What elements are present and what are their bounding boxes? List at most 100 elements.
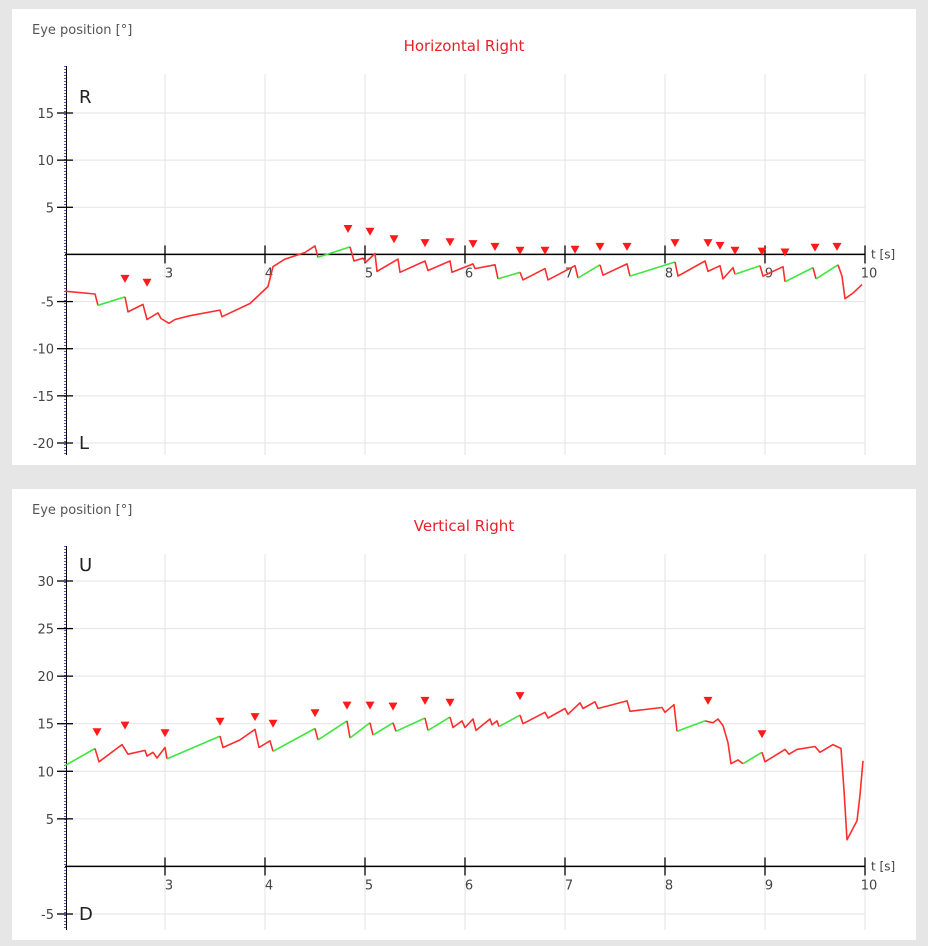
x-tick-label: 10	[861, 878, 878, 893]
pursuit-segment	[497, 271, 521, 280]
x-tick-label: 6	[465, 878, 473, 893]
saccade-marker	[250, 713, 260, 722]
fixation-segment	[64, 290, 99, 306]
saccade-marker	[780, 248, 790, 257]
saccade-marker	[215, 717, 225, 726]
pursuit-segment	[166, 735, 221, 760]
pursuit-segment	[395, 717, 426, 733]
x-tick-label: 4	[265, 266, 273, 281]
pursuit-segment	[784, 266, 814, 283]
fixation-segment	[124, 245, 319, 325]
fixation-segment	[346, 720, 351, 739]
saccade-marker	[160, 729, 170, 738]
x-tick-label: 7	[565, 266, 573, 281]
saccade-marker	[570, 245, 580, 254]
fixation-segment	[674, 260, 736, 280]
fixation-segment	[94, 743, 168, 763]
pursuit-segment	[349, 722, 371, 739]
saccade-marker	[389, 235, 399, 244]
y-tick-label: 10	[37, 765, 54, 780]
pursuit-segment	[734, 264, 761, 275]
y-tick-label: 20	[37, 670, 54, 685]
x-tick-label: 3	[165, 878, 173, 893]
saccade-marker	[388, 702, 398, 711]
saccade-marker	[142, 278, 152, 287]
x-tick-label: 3	[165, 266, 173, 281]
saccade-marker	[595, 242, 605, 251]
pursuit-segment	[97, 296, 126, 307]
pursuit-segment	[272, 727, 316, 753]
chart-title: Horizontal Right	[403, 37, 525, 55]
fixation-segment	[392, 722, 397, 732]
chart-title: Vertical Right	[413, 517, 515, 535]
horizontal-chart-panel: Eye position [°] Horizontal Right 15 10 5 -…	[12, 9, 916, 465]
saccade-marker	[622, 242, 632, 251]
y-tick-label: 30	[37, 575, 54, 590]
fixation-segment	[449, 716, 500, 732]
saccade-marker	[703, 696, 713, 705]
fixation-segment	[349, 246, 499, 280]
x-tick-label: 6	[465, 266, 473, 281]
x-tick-label: 5	[365, 266, 373, 281]
pursuit-segment	[317, 720, 348, 741]
pursuit-segment	[629, 261, 676, 277]
fixation-segment	[519, 264, 579, 281]
saccade-marker	[703, 239, 713, 248]
x-tick-label: 5	[365, 878, 373, 893]
saccade-marker	[757, 247, 767, 256]
x-tick-label: 4	[265, 878, 273, 893]
x-tick-label: 10	[861, 266, 878, 281]
top-direction-marker: U	[79, 555, 92, 576]
fixation-segment	[424, 717, 429, 731]
saccade-marker	[420, 696, 430, 705]
fixation-segment	[599, 263, 631, 277]
y-tick-label: -10	[33, 343, 54, 358]
x-axis-label: t [s]	[871, 859, 895, 873]
y-tick-label: 5	[46, 201, 54, 216]
y-axis-label: Eye position [°]	[32, 503, 133, 518]
y-tick-label: 5	[46, 813, 54, 828]
pursuit-segment	[815, 264, 839, 280]
fixation-segment	[369, 722, 374, 736]
saccade-marker	[490, 242, 500, 251]
saccade-marker	[365, 701, 375, 710]
saccade-marker	[92, 728, 102, 737]
saccade-marker	[730, 246, 740, 255]
saccade-marker	[342, 701, 352, 710]
saccade-marker	[670, 239, 680, 248]
y-tick-label: -15	[33, 390, 54, 405]
saccade-marker	[120, 721, 130, 730]
pursuit-segment	[427, 716, 451, 732]
vertical-chart-plot: 30 25 20 15 10 5 -5 3 4 5 6 7 8 9 10 t [s] U D	[37, 546, 895, 930]
y-tick-label: -5	[41, 296, 54, 311]
vertical-chart-panel: Eye position [°] Vertical Right 30 25 20 15…	[12, 489, 916, 940]
x-tick-label: 9	[765, 878, 773, 893]
saccade-marker	[515, 692, 525, 701]
y-tick-label: 10	[37, 154, 54, 169]
y-tick-label: 25	[37, 623, 54, 638]
pursuit-segment	[742, 751, 763, 765]
fixation-segment	[519, 700, 678, 732]
x-tick-label: 8	[665, 266, 673, 281]
fixation-segment	[704, 718, 744, 765]
fixation-segment	[219, 728, 274, 752]
x-axis-label: t [s]	[871, 247, 895, 261]
pursuit-segment	[577, 264, 601, 279]
x-tick-label: 8	[665, 878, 673, 893]
y-tick-label: -5	[41, 908, 54, 923]
bottom-direction-marker: L	[79, 433, 89, 454]
y-tick-label: 15	[37, 718, 54, 733]
fixation-segment	[837, 264, 863, 300]
top-direction-marker: R	[79, 87, 92, 108]
saccade-marker	[715, 241, 725, 250]
y-axis-label: Eye position [°]	[32, 23, 133, 38]
saccade-marker	[268, 719, 278, 728]
saccade-marker	[120, 274, 130, 283]
y-tick-label: 15	[37, 107, 54, 122]
bottom-direction-marker: D	[79, 904, 93, 925]
y-tick-label: -20	[33, 437, 54, 452]
saccade-marker	[468, 240, 478, 249]
x-tick-label: 7	[565, 878, 573, 893]
saccade-marker	[420, 239, 430, 248]
